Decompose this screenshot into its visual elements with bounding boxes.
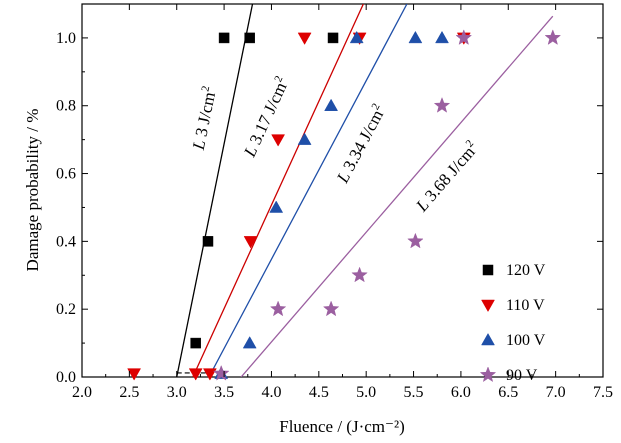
point-2-5	[349, 30, 364, 44]
legend-label-1: 110 V	[506, 297, 545, 314]
point-2-3	[297, 132, 312, 145]
legend-label-3: 90 V	[506, 367, 538, 384]
x-tick-label-4: 4.0	[261, 384, 281, 401]
y-tick-label-2: 0.4	[56, 233, 76, 250]
data-points-layer	[127, 29, 562, 381]
legend-marker-2	[481, 332, 495, 346]
plot-area	[81, 3, 604, 378]
fit-line-2	[208, 4, 408, 377]
point-2-4	[324, 98, 339, 111]
point-3-4	[407, 232, 424, 249]
point-2-6	[408, 30, 423, 44]
point-3-1	[269, 300, 287, 317]
fit-line-0	[176, 4, 254, 377]
point-2-7	[435, 30, 449, 44]
y-tick-label-3: 0.6	[56, 166, 76, 183]
legend-marker-3	[479, 366, 497, 383]
fit-lines-layer	[176, 4, 554, 377]
axis-ticks-layer: 2.0 2.5 3.0 3.5 4.0 4.5 5.0 5.5 6.0 6.5 7.0 7.5 0.0 0…	[56, 3, 613, 401]
legend-marker-1	[481, 299, 495, 313]
point-1-2	[202, 368, 217, 381]
x-tick-label-6: 5.0	[356, 384, 376, 401]
fit-line-3	[240, 15, 554, 377]
legend: 120 V 110 V 100 V 90 V	[479, 262, 546, 384]
point-3-5	[433, 96, 451, 113]
point-2-1	[242, 336, 257, 349]
x-tick-label-2: 3.0	[167, 384, 187, 401]
y-tick-label-4: 0.8	[56, 98, 76, 115]
point-0-2	[218, 32, 230, 44]
x-tick-label-5: 4.5	[309, 384, 329, 401]
y-tick-label-1: 0.2	[56, 301, 76, 318]
point-3-2	[322, 300, 340, 317]
y-tick-label-0: 0.0	[56, 369, 76, 386]
point-3-3	[351, 266, 368, 283]
point-3-7	[544, 29, 562, 45]
x-tick-label-1: 2.5	[119, 384, 139, 401]
x-tick-label-8: 6.0	[451, 384, 471, 401]
point-2-2	[269, 200, 284, 213]
x-axis-label: Fluence / (J·cm⁻²)	[279, 417, 404, 436]
y-tick-label-5: 1.0	[56, 30, 76, 47]
legend-marker-0	[482, 264, 494, 276]
point-0-3	[244, 32, 255, 44]
x-tick-label-9: 6.5	[498, 384, 518, 401]
x-tick-label-0: 2.0	[72, 384, 92, 401]
point-1-5	[297, 32, 312, 45]
point-0-1	[202, 236, 214, 247]
legend-label-2: 100 V	[506, 332, 546, 349]
fit-line-1	[192, 4, 364, 377]
x-tick-label-7: 5.5	[404, 384, 424, 401]
x-tick-label-10: 7.0	[546, 384, 566, 401]
x-tick-label-11: 7.5	[593, 384, 613, 401]
point-1-3	[243, 236, 258, 249]
point-3-6	[455, 29, 473, 45]
y-axis-label: Damage probability / %	[23, 109, 42, 272]
point-1-0	[127, 368, 142, 381]
x-tick-label-3: 3.5	[214, 384, 234, 401]
point-3-0	[212, 364, 230, 381]
point-0-0	[190, 337, 201, 349]
legend-label-0: 120 V	[506, 262, 546, 279]
point-1-4	[271, 134, 286, 147]
point-1-1	[188, 368, 203, 381]
point-0-4	[327, 32, 339, 44]
